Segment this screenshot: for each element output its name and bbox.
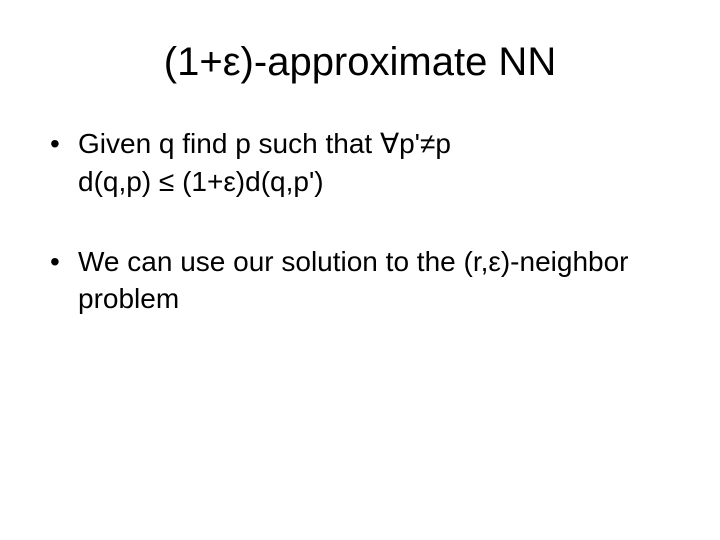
slide-title: (1+ε)-approximate NN: [40, 40, 680, 85]
bullet-text-line: Given q find p such that ∀p'≠p: [78, 128, 451, 159]
bullet-text-line: d(q,p) ≤ (1+ε)d(q,p'): [78, 163, 680, 201]
bullet-item: We can use our solution to the (r,ε)-nei…: [50, 243, 680, 319]
bullet-text-line: We can use our solution to the (r,ε)-nei…: [78, 246, 628, 315]
bullet-item: Given q find p such that ∀p'≠p d(q,p) ≤ …: [50, 125, 680, 201]
bullet-list: Given q find p such that ∀p'≠p d(q,p) ≤ …: [40, 125, 680, 318]
